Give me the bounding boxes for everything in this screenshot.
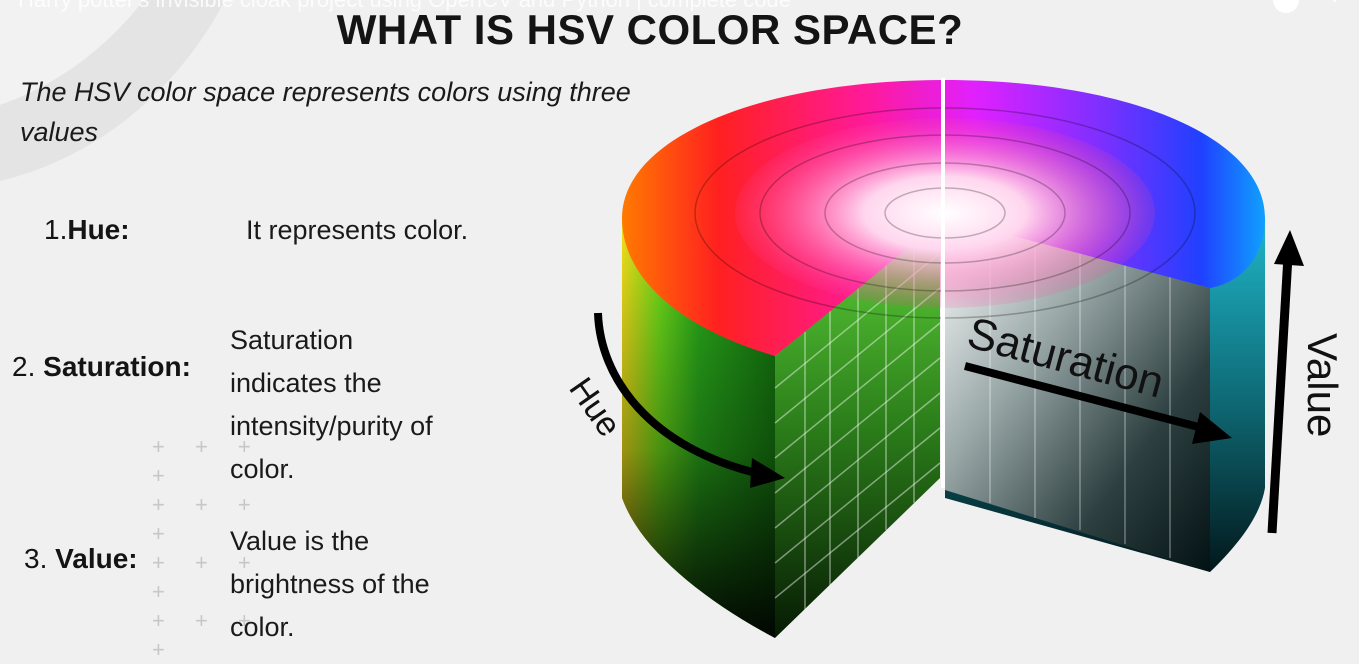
value-term-label: Value:	[55, 543, 138, 574]
value-desc-line-1: Value is the	[230, 526, 370, 556]
saturation-arrow	[963, 362, 1212, 434]
value-description: Value is the brightness of the color.	[230, 520, 430, 649]
hue-description: It represents color.	[246, 209, 468, 252]
hue-term-label: Hue:	[67, 214, 130, 245]
hue-desc-line-1: It represents color.	[246, 215, 469, 245]
hsv-cylinder-diagram: Hue Saturation Value	[561, 78, 1346, 638]
saturation-desc-line-4: color.	[230, 454, 295, 484]
saturation-description: Saturation indicates the intensity/purit…	[230, 319, 433, 491]
player-top-controls: ➞	[1255, 0, 1339, 13]
slide-title: WHAT IS HSV COLOR SPACE?	[336, 6, 964, 53]
share-icon[interactable]: ➞	[1322, 0, 1339, 11]
intro-line-2: values	[20, 117, 99, 147]
value-diagram-label: Value	[1299, 333, 1346, 437]
hue-arrow	[594, 312, 761, 478]
plus-pattern-decoration: + + + + + + + + + + + + + + + +	[152, 434, 263, 662]
saturation-term: 2. Saturation:	[12, 351, 191, 383]
saturation-desc-line-1: Saturation	[230, 325, 354, 355]
value-desc-line-3: color.	[230, 612, 295, 642]
cut-face-green	[775, 218, 940, 638]
hue-number: 1.	[44, 214, 68, 245]
value-desc-line-2: brightness of the	[230, 569, 430, 599]
hue-term: 1.Hue:	[44, 214, 130, 246]
value-number: 3.	[24, 543, 56, 574]
saturation-desc-line-3: intensity/purity of	[230, 411, 433, 441]
watch-later-icon[interactable]	[1272, 0, 1299, 13]
intro-line-1: The HSV color space represents colors us…	[20, 77, 631, 107]
value-term: 3. Value:	[24, 543, 138, 575]
saturation-desc-line-2: indicates the	[230, 368, 382, 398]
intro-text: The HSV color space represents colors us…	[20, 72, 690, 152]
video-title-overlay: Harry potter's invisible cloak project u…	[18, 0, 791, 13]
saturation-term-label: Saturation:	[43, 351, 191, 382]
value-arrow	[1267, 255, 1293, 534]
saturation-number: 2.	[12, 351, 44, 382]
